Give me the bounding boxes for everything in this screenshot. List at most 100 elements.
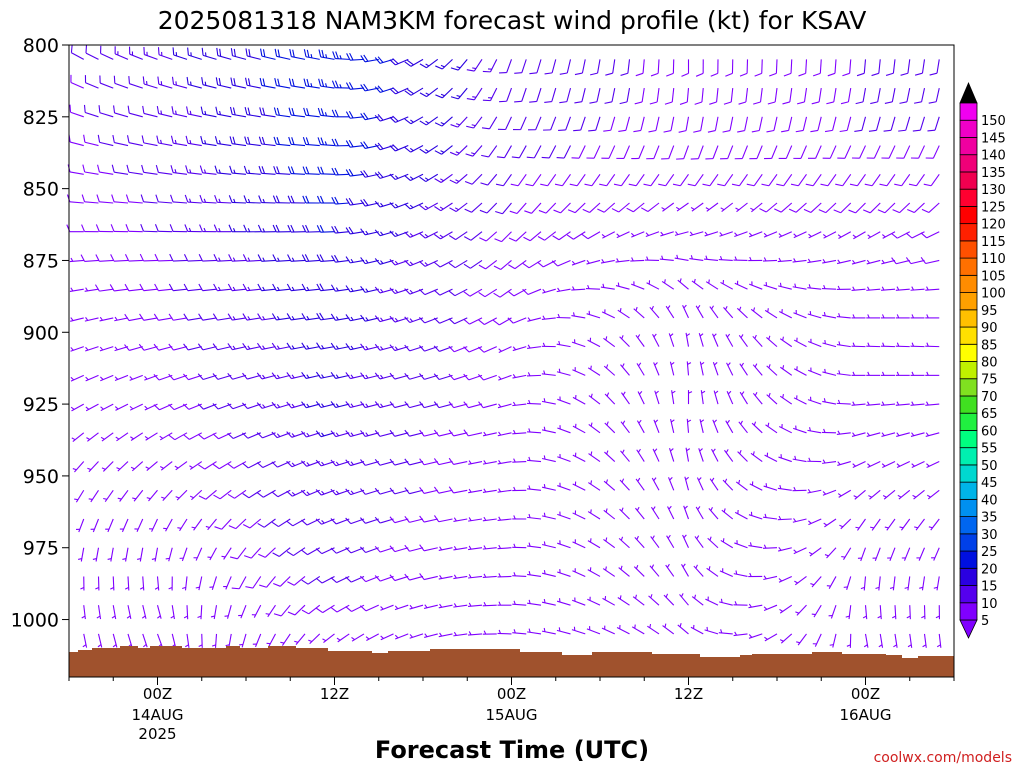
wind-barb [410,634,423,638]
wind-barb [333,51,350,59]
wind-barb [905,576,910,590]
wind-barb [483,545,497,549]
wind-barb [294,634,305,645]
wind-barb [636,334,644,346]
x-tick-label: 00Z [143,685,172,703]
wind-barb [155,576,159,590]
wind-barb [821,174,836,185]
wind-barb [866,287,880,291]
wind-barb [927,117,939,131]
wind-barb [155,224,172,231]
wind-barb [726,420,733,433]
wind-barb [619,537,629,548]
wind-barb [185,195,202,203]
wind-barb [661,146,674,159]
wind-barb [439,633,453,637]
wind-barb [468,603,482,607]
wind-barb [131,462,143,471]
wind-barb [822,460,836,464]
wind-barb [243,490,261,498]
wind-barb [794,395,807,404]
wind-barb [808,368,821,376]
wind-barb [453,518,467,522]
wind-barb [573,395,585,404]
wind-barb [867,260,881,264]
wind-barb [693,117,703,132]
wind-barb [161,490,172,500]
wind-barb [95,576,99,590]
wind-barb [782,88,791,104]
wind-barb [734,540,747,548]
wind-barb [719,256,733,260]
wind-barb [494,289,512,297]
wind-barb [618,595,630,605]
wind-barb [671,419,675,433]
wind-barb [823,490,836,495]
wind-barb [483,574,497,578]
wind-barb [868,232,881,239]
wind-barb [410,605,423,609]
wind-barb [748,573,762,577]
wind-barb [332,81,349,88]
wind-barb [822,259,836,263]
wind-barb [453,546,467,550]
wind-barb [749,512,762,519]
wind-barb [852,343,866,347]
wind-barb [199,634,203,648]
wind-barb [806,174,821,185]
wind-barb [884,117,895,131]
wind-barb [784,59,792,76]
wind-barb [91,519,99,532]
wind-barb [542,599,556,605]
wind-barb [839,519,850,529]
colorbar-label: 125 [981,200,1006,215]
wind-barb [736,203,748,212]
wind-barb [200,195,217,203]
wind-barb [554,203,571,213]
wind-barb [616,146,629,159]
wind-barb [797,88,806,104]
wind-barb [259,137,275,146]
wind-barb [621,59,630,75]
wind-barb [793,426,806,433]
wind-barb [511,174,526,185]
wind-barb [863,605,867,619]
wind-barb [810,117,821,132]
wind-barb [527,345,541,349]
wind-barb [141,224,158,232]
wind-barb [171,165,187,174]
wind-barb [666,59,673,76]
wind-barb [680,88,688,104]
wind-barb [641,203,659,212]
wind-barb [794,548,807,554]
wind-barb [557,369,571,376]
wind-barb [724,449,732,461]
wind-barb [287,548,305,556]
wind-barb [435,59,452,69]
wind-barb [850,174,865,185]
wind-barb [764,605,777,610]
wind-barb [858,548,866,561]
wind-barb [881,314,895,318]
wind-barb [82,195,98,203]
wind-barb [527,457,541,462]
wind-barb [808,232,821,238]
wind-barb [586,146,600,159]
wind-barb [911,372,925,376]
wind-barb [480,174,496,185]
wind-barb [734,257,748,261]
wind-barb [749,281,762,289]
colorbar-segment [960,517,977,534]
wind-barb [498,573,512,577]
wind-barb [852,287,866,291]
wind-barb [881,343,895,347]
wind-barb [837,341,851,346]
wind-barb [111,254,128,261]
wind-barb [527,372,541,376]
wind-barb [774,203,791,212]
wind-barb [734,570,748,576]
wind-barb [686,448,690,462]
wind-barb [468,461,482,465]
wind-barb [557,288,571,292]
